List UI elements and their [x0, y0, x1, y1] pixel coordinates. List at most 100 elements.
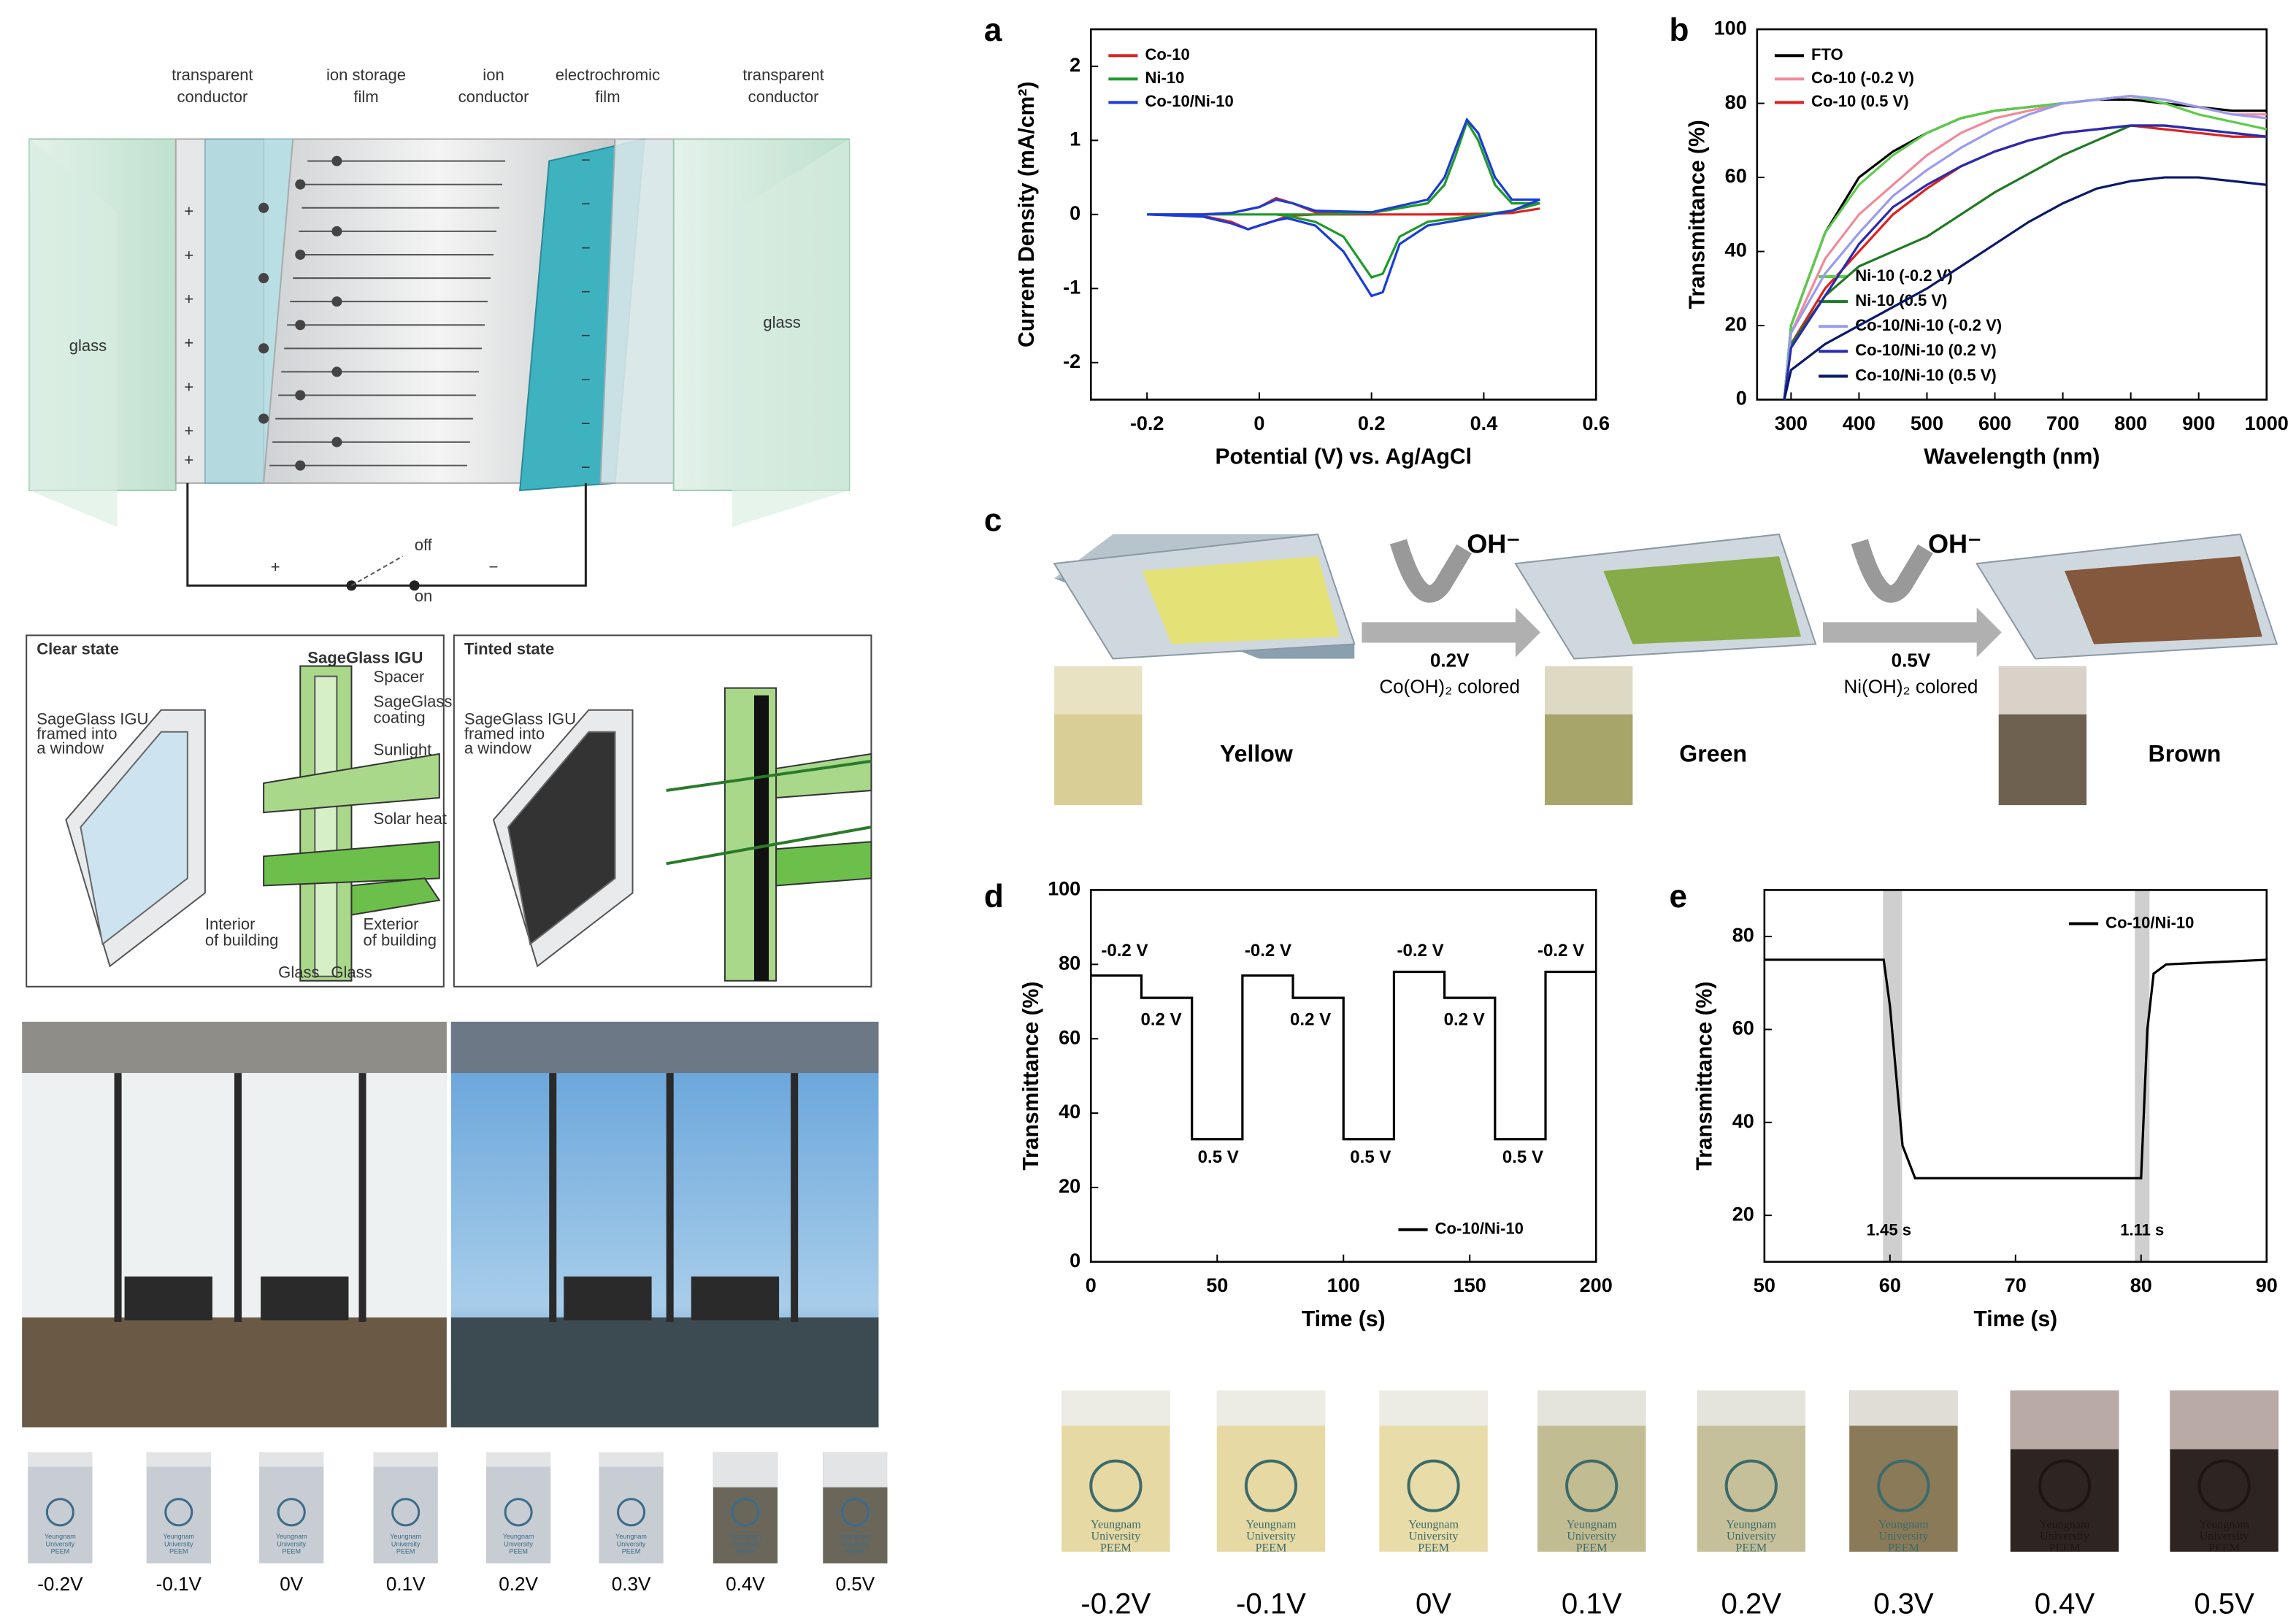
color-label: Brown: [2149, 740, 2222, 766]
y-tick-label: 60: [1725, 164, 1747, 187]
y-tick-label: 2: [1070, 53, 1080, 76]
x-axis-label: Time (s): [1973, 1307, 2057, 1331]
diagram-label: conductor: [458, 88, 529, 106]
x-tick-label: 50: [1206, 1274, 1228, 1296]
legend-label: Co-10 (-0.2 V): [1811, 69, 1914, 87]
device-top: [259, 1452, 323, 1467]
y-tick-label: 100: [1714, 16, 1747, 39]
y-tick-label: 100: [1048, 877, 1080, 900]
x-tick-label: 700: [2046, 412, 2079, 434]
panel-label: c: [984, 503, 1002, 539]
voltage-label: 0.2V: [499, 1573, 538, 1595]
device-text: University: [1879, 1531, 1929, 1543]
x-tick-label: 0: [1086, 1274, 1097, 1296]
device-top: [1537, 1390, 1646, 1425]
device-top: [1697, 1390, 1805, 1425]
x-tick-label: 1000: [2245, 412, 2289, 434]
device-text: PEEM: [169, 1547, 188, 1555]
device-text: PEEM: [1888, 1542, 1919, 1555]
y-tick-label: 60: [1732, 1017, 1754, 1039]
legend-label: Co-10/Ni-10: [1145, 92, 1233, 110]
y-tick-label: 0: [1070, 1249, 1080, 1271]
y-tick-label: 0: [1070, 201, 1080, 224]
voltage-label: -0.2V: [1080, 1588, 1151, 1620]
device-text: PEEM: [1735, 1542, 1767, 1555]
device-text: Yeungnam: [1567, 1519, 1617, 1531]
x-tick-label: 500: [1911, 412, 1943, 434]
x-tick-label: 80: [2130, 1274, 2152, 1296]
y-tick-label: 0: [1736, 387, 1747, 409]
diagram-label: film: [595, 88, 620, 106]
device-text: PEEM: [1418, 1542, 1449, 1555]
x-tick-label: -0.2: [1130, 412, 1164, 434]
minus-sign: −: [581, 239, 591, 257]
device-text: Yeungnam: [390, 1533, 421, 1540]
device-text: Yeungnam: [1726, 1519, 1776, 1531]
diagram-label: glass: [763, 313, 800, 331]
series-line: [1091, 971, 1596, 1139]
x-tick-label: 800: [2114, 412, 2147, 434]
device-text: Yeungnam: [1246, 1519, 1297, 1531]
y-tick-label: 1: [1070, 127, 1080, 150]
ion: [331, 226, 342, 236]
diagram-label: conductor: [748, 88, 819, 106]
oh-label: OH⁻: [1928, 529, 1981, 559]
minus-sign: −: [581, 282, 591, 301]
voltage-label: -0.1V: [156, 1573, 202, 1595]
plot-frame: [1765, 890, 2267, 1261]
x-tick-label: 0: [1253, 412, 1264, 434]
plus-sign: +: [184, 246, 193, 264]
x-tick-label: 100: [1327, 1274, 1360, 1296]
x-tick-label: 400: [1843, 412, 1875, 434]
annotation: -0.2 V: [1245, 941, 1291, 961]
device-text: PEEM: [282, 1547, 301, 1555]
diagram-label: SageGlass IGU: [307, 648, 423, 666]
y-axis-label: Transmittance (%): [1693, 982, 1717, 1171]
minus-sign: −: [581, 370, 591, 388]
y-axis-label: Transmittance (%): [1686, 120, 1710, 309]
device-top: [1061, 1390, 1170, 1425]
x-tick-label: 50: [1754, 1274, 1775, 1296]
condition: Co(OH)₂ colored: [1379, 676, 1520, 698]
device-text: Yeungnam: [276, 1533, 307, 1540]
device-top: [713, 1452, 778, 1488]
device-text: Yeungnam: [1408, 1519, 1459, 1531]
y-axis-label: Current Density (mA/cm²): [1015, 82, 1039, 347]
y-tick-label: 40: [1732, 1109, 1754, 1132]
device-text: PEEM: [51, 1547, 70, 1555]
diagram-label: conductor: [177, 88, 248, 106]
ion: [295, 250, 305, 260]
device-text: Yeungnam: [840, 1533, 871, 1540]
legend-label: Ni-10 (0.5 V): [1855, 291, 1947, 309]
annotation: -0.2 V: [1537, 941, 1584, 961]
device-text: PEEM: [2208, 1542, 2240, 1555]
diagram-label: Glass: [278, 963, 319, 982]
y-tick-label: -2: [1063, 350, 1080, 372]
diagram-label: transparent: [742, 66, 824, 84]
device-top: [2170, 1390, 2278, 1449]
device-text: University: [46, 1540, 75, 1547]
diagram-label: ion: [483, 66, 504, 84]
device-text: PEEM: [846, 1547, 865, 1555]
device-text: University: [1567, 1531, 1616, 1543]
device-text: University: [2200, 1531, 2249, 1543]
device-text: PEEM: [396, 1547, 415, 1555]
y-tick-label: -1: [1063, 275, 1080, 298]
device-text: PEEM: [622, 1547, 641, 1555]
diagram-label: of building: [364, 931, 437, 949]
legend-label: Ni-10: [1145, 69, 1184, 87]
x-axis-label: Time (s): [1302, 1307, 1386, 1331]
device-text: PEEM: [2049, 1542, 2081, 1555]
condition: 0.5V: [1892, 649, 1931, 671]
device-top: [1849, 1390, 1957, 1425]
annotation: 0.2 V: [1444, 1009, 1485, 1029]
diagram-label: Solar heat: [374, 809, 448, 828]
device-text: University: [391, 1540, 421, 1547]
annotation: 0.5 V: [1350, 1147, 1391, 1167]
annotation: 1.11 s: [2120, 1221, 2164, 1239]
voltage-label: 0.4V: [2035, 1588, 2095, 1620]
legend-label: Co-10/Ni-10 (-0.2 V): [1855, 316, 2002, 334]
plus-sign: +: [184, 334, 193, 352]
diagram-label: glass: [69, 336, 107, 355]
